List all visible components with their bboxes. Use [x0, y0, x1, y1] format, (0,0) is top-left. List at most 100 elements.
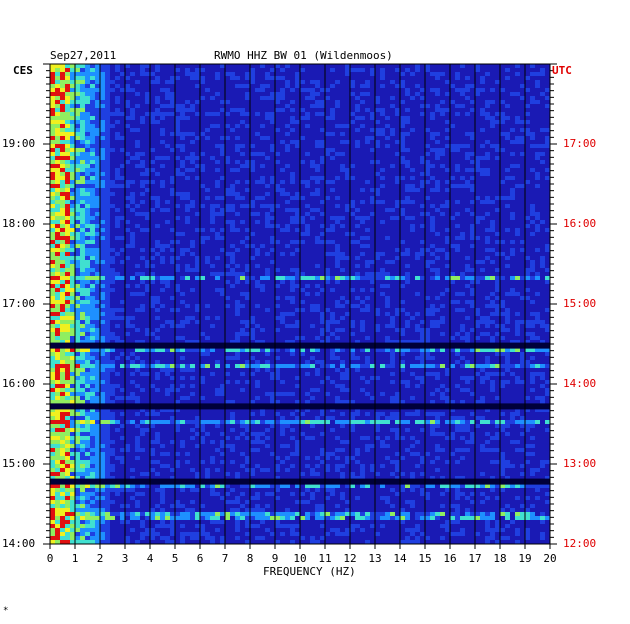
- spectrogram-cell: [375, 436, 380, 440]
- spectrogram-cell: [295, 524, 300, 528]
- spectrogram-cell: [75, 380, 80, 384]
- spectrogram-cell: [130, 420, 135, 424]
- spectrogram-cell: [85, 220, 90, 224]
- spectrogram-cell: [170, 76, 175, 80]
- spectrogram-cell: [125, 84, 130, 88]
- spectrogram-cell: [520, 380, 525, 384]
- spectrogram-cell: [70, 516, 75, 520]
- spectrogram-cell: [390, 356, 395, 360]
- spectrogram-cell: [400, 212, 405, 216]
- spectrogram-cell: [80, 124, 85, 128]
- spectrogram-cell: [50, 252, 55, 256]
- spectrogram-cell: [495, 308, 500, 312]
- spectrogram-cell: [100, 264, 105, 268]
- spectrogram-cell: [490, 380, 495, 384]
- spectrogram-cell: [180, 356, 185, 360]
- spectrogram-cell: [535, 80, 540, 84]
- spectrogram-cell: [350, 84, 355, 88]
- spectrogram-cell: [155, 244, 160, 248]
- spectrogram-cell: [445, 420, 450, 424]
- spectrogram-cell: [510, 196, 515, 200]
- spectrogram-cell: [210, 516, 215, 520]
- spectrogram-cell: [385, 336, 390, 340]
- spectrogram-cell: [250, 400, 255, 404]
- spectrogram-cell: [70, 308, 75, 312]
- spectrogram-cell: [100, 308, 105, 312]
- spectrogram-cell: [395, 68, 400, 72]
- spectrogram-cell: [305, 276, 310, 280]
- spectrogram-cell: [65, 296, 70, 300]
- spectrogram-cell: [545, 88, 550, 92]
- spectrogram-cell: [205, 128, 210, 132]
- spectrogram-cell: [415, 312, 420, 316]
- spectrogram-cell: [100, 320, 105, 324]
- spectrogram-cell: [60, 232, 65, 236]
- spectrogram-cell: [50, 160, 55, 164]
- spectrogram-cell: [80, 364, 85, 368]
- spectrogram-cell: [70, 100, 75, 104]
- spectrogram-cell: [65, 200, 70, 204]
- spectrogram-cell: [240, 108, 245, 112]
- spectrogram-cell: [330, 288, 335, 292]
- spectrogram-cell: [180, 420, 185, 424]
- spectrogram-cell: [170, 248, 175, 252]
- spectrogram-cell: [355, 364, 360, 368]
- spectrogram-cell: [140, 152, 145, 156]
- spectrogram-cell: [250, 472, 255, 476]
- spectrogram-cell: [155, 316, 160, 320]
- spectrogram-cell: [420, 348, 425, 352]
- spectrogram-cell: [275, 420, 280, 424]
- spectrogram-cell: [505, 348, 510, 352]
- spectrogram-cell: [375, 256, 380, 260]
- spectrogram-cell: [80, 216, 85, 220]
- spectrogram-cell: [70, 364, 75, 368]
- spectrogram-cell: [170, 524, 175, 528]
- spectrogram-cell: [240, 516, 245, 520]
- spectrogram-cell: [105, 260, 110, 264]
- spectrogram-cell: [65, 452, 70, 456]
- spectrogram-cell: [450, 336, 455, 340]
- spectrogram-cell: [460, 484, 465, 488]
- spectrogram-cell: [485, 528, 490, 532]
- spectrogram-cell: [285, 64, 290, 68]
- x-tick-label: 1: [71, 552, 79, 565]
- spectrogram-cell: [275, 276, 280, 280]
- spectrogram-cell: [350, 92, 355, 96]
- spectrogram-cell: [170, 320, 175, 324]
- spectrogram-cell: [100, 352, 105, 356]
- spectrogram-cell: [55, 456, 60, 460]
- spectrogram-cell: [60, 104, 65, 108]
- spectrogram-cell: [490, 276, 495, 280]
- spectrogram-cell: [90, 428, 95, 432]
- spectrogram-cell: [360, 476, 365, 480]
- spectrogram-cell: [545, 168, 550, 172]
- spectrogram-cell: [80, 112, 85, 116]
- spectrogram-cell: [540, 400, 545, 404]
- spectrogram-cell: [115, 172, 120, 176]
- spectrogram-cell: [90, 500, 95, 504]
- spectrogram-cell: [255, 348, 260, 352]
- spectrogram-cell: [50, 116, 55, 120]
- spectrogram-cell: [370, 188, 375, 192]
- spectrogram-cell: [290, 100, 295, 104]
- spectrogram-cell: [95, 540, 100, 544]
- spectrogram-cell: [265, 528, 270, 532]
- spectrogram-cell: [100, 260, 105, 264]
- spectrogram-cell: [505, 464, 510, 468]
- spectrogram-cell: [55, 188, 60, 192]
- spectrogram-cell: [205, 188, 210, 192]
- spectrogram-cell: [190, 392, 195, 396]
- spectrogram-cell: [65, 436, 70, 440]
- spectrogram-cell: [460, 232, 465, 236]
- spectrogram-cell: [115, 184, 120, 188]
- spectrogram-cell: [55, 268, 60, 272]
- spectrogram-cell: [165, 364, 170, 368]
- spectrogram-cell: [275, 100, 280, 104]
- spectrogram-cell: [90, 340, 95, 344]
- spectrogram-cell: [510, 412, 515, 416]
- spectrogram-cell: [85, 168, 90, 172]
- spectrogram-cell: [105, 272, 110, 276]
- spectrogram-cell: [210, 208, 215, 212]
- spectrogram-cell: [225, 516, 230, 520]
- spectrogram-cell: [510, 176, 515, 180]
